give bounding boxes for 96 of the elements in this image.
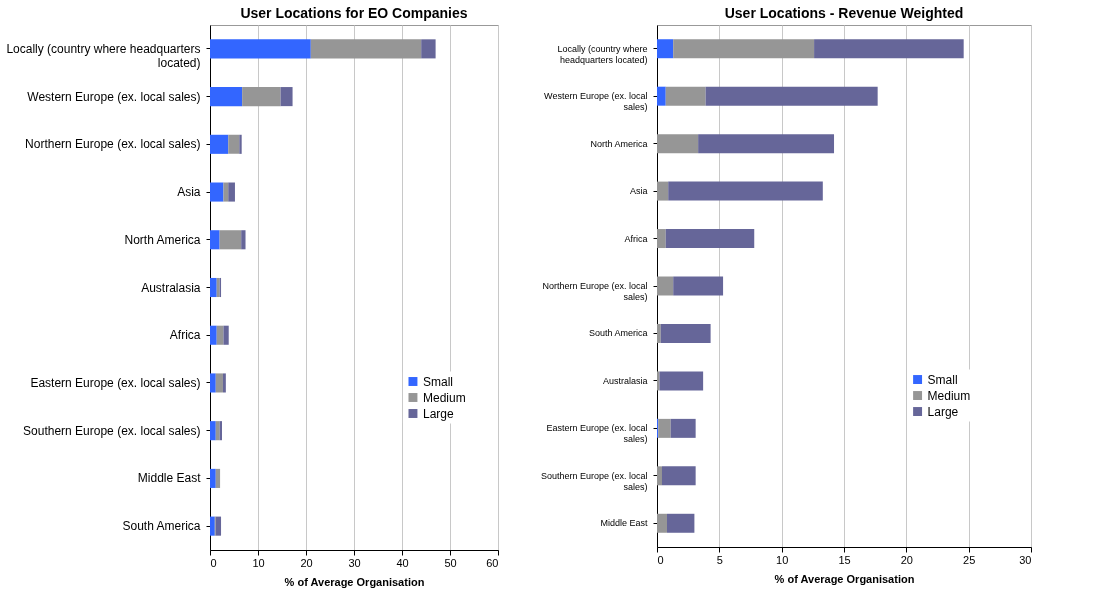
bar — [657, 229, 666, 249]
bar — [657, 323, 661, 343]
bar — [210, 230, 220, 250]
y-tick-label: Southern Europe (ex. local sales) — [23, 423, 201, 438]
bar — [666, 513, 695, 533]
bar — [210, 468, 216, 488]
y-tick-label: Locally (country where headquarters located) — [557, 43, 648, 65]
bar — [657, 39, 674, 59]
x-tick-label: 30 — [1019, 553, 1032, 566]
bar — [421, 39, 436, 59]
bar — [210, 134, 229, 154]
bar — [657, 134, 699, 154]
bar — [215, 516, 222, 536]
x-tick-label: 25 — [963, 553, 976, 566]
x-tick-label: 15 — [838, 553, 851, 566]
bar — [215, 468, 221, 488]
bar — [659, 371, 704, 391]
bar — [210, 39, 311, 59]
bar — [657, 513, 667, 533]
bar — [223, 325, 229, 345]
bar — [219, 230, 242, 250]
bar — [657, 86, 666, 106]
y-tick-label: Africa — [624, 233, 648, 244]
bar — [661, 466, 696, 486]
bar — [665, 229, 755, 249]
x-tick-label: 10 — [252, 556, 265, 569]
bar — [698, 134, 835, 154]
x-axis-title: % of Average Organisation — [284, 575, 425, 588]
y-tick-label: Western Europe (ex. local sales) — [544, 91, 648, 113]
x-tick-label: 10 — [776, 553, 789, 566]
bar — [280, 87, 293, 107]
bar — [242, 87, 281, 107]
bar — [239, 134, 242, 154]
bar — [210, 182, 224, 202]
x-tick-label: 0 — [657, 553, 664, 566]
bar — [210, 516, 215, 536]
bar — [705, 86, 878, 106]
bar — [657, 466, 662, 486]
chart-title: User Locations - Revenue Weighted — [724, 5, 964, 21]
x-tick-label: 20 — [300, 556, 313, 569]
x-tick-label: 30 — [348, 556, 361, 569]
bar — [210, 277, 217, 298]
x-tick-label: 0 — [210, 556, 217, 569]
bar — [668, 181, 823, 201]
bar — [658, 418, 671, 438]
y-tick-label: Southern Europe (ex. local sales) — [540, 470, 648, 492]
bar — [657, 276, 674, 296]
y-tick-label: North America — [590, 138, 648, 149]
bar — [673, 39, 815, 59]
chart-title: User Locations for EO Companies — [240, 5, 468, 21]
bar — [222, 373, 226, 393]
y-tick-label: Middle East — [137, 471, 202, 486]
bar — [228, 182, 235, 202]
y-tick-label: Western Europe (ex. local sales) — [27, 89, 201, 104]
y-tick-label: Eastern Europe (ex. local sales) — [30, 375, 201, 390]
bar — [657, 181, 669, 201]
bar — [215, 373, 223, 393]
y-tick-label: Locally (country where headquarters located) — [6, 41, 201, 70]
legend-label: Small — [927, 372, 958, 387]
bar — [210, 373, 216, 393]
x-tick-label: 50 — [444, 556, 457, 569]
bar — [660, 323, 711, 343]
y-tick-label: South America — [588, 328, 648, 339]
bar — [673, 276, 724, 296]
x-tick-label: 20 — [900, 553, 913, 566]
y-tick-label: South America — [122, 519, 201, 534]
bar — [228, 134, 240, 154]
y-tick-label: Eastern Europe (ex. local sales) — [546, 423, 648, 445]
bar — [665, 86, 706, 106]
y-tick-label: Australasia — [141, 280, 201, 295]
y-tick-label: Asia — [177, 185, 201, 200]
y-tick-label: Australasia — [602, 375, 648, 386]
legend-label: Medium — [927, 388, 971, 403]
y-tick-label: Middle East — [600, 518, 648, 529]
bar — [310, 39, 422, 59]
y-tick-label: Africa — [169, 328, 201, 343]
legend-label: Small — [422, 374, 453, 389]
bar — [223, 182, 229, 202]
x-tick-label: 5 — [716, 553, 723, 566]
bar — [210, 325, 217, 345]
y-tick-label: Northern Europe (ex. local sales) — [542, 281, 648, 302]
y-tick-label: North America — [124, 232, 201, 247]
y-tick-label: Asia — [629, 186, 648, 197]
legend-label: Medium — [422, 390, 466, 405]
y-tick-label: Northern Europe (ex. local sales) — [25, 137, 201, 152]
legend-label: Large — [927, 404, 959, 419]
x-tick-label: 40 — [396, 556, 409, 569]
bar — [241, 230, 246, 250]
bar — [215, 421, 220, 441]
bar — [670, 418, 696, 438]
legend-label: Large — [422, 406, 454, 421]
x-axis-title: % of Average Organisation — [774, 572, 915, 585]
x-tick-label: 60 — [486, 556, 499, 569]
bar — [814, 39, 964, 59]
bar — [210, 87, 243, 107]
bar — [210, 421, 216, 441]
